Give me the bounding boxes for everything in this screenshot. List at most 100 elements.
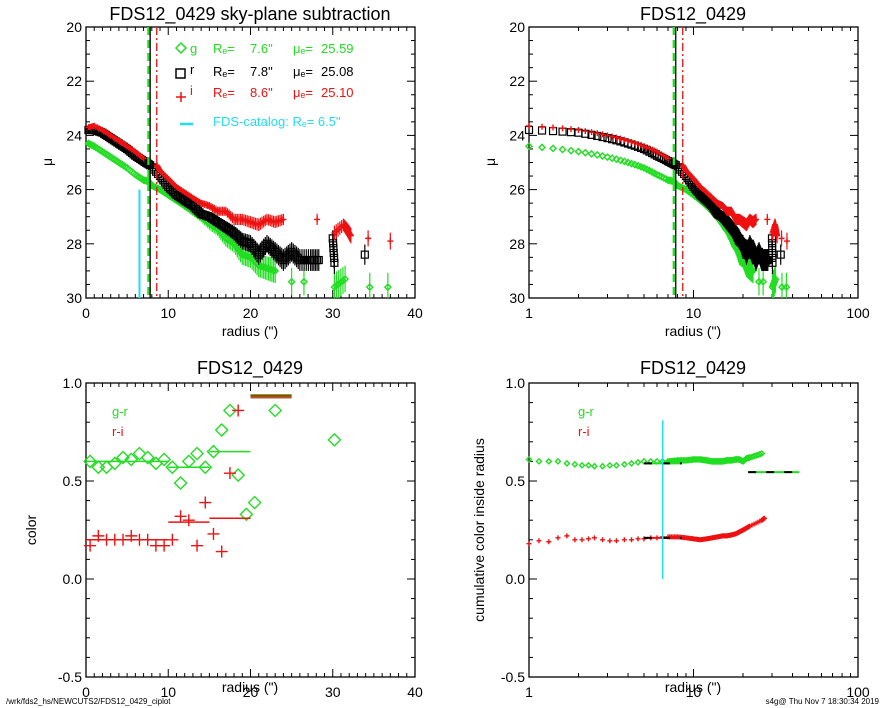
y-tick-label: 0.5 bbox=[63, 473, 83, 489]
data-point-r-i bbox=[536, 538, 542, 544]
panel-title-profile-linear: FDS12_0429 sky-plane subtraction bbox=[109, 4, 390, 25]
data-point-r bbox=[330, 258, 339, 267]
legend-profile-linear: g Rₑ= 7.6" μₑ= 25.59 r Rₑ= 7.8" μₑ= 25.0… bbox=[174, 41, 354, 129]
legend-color-profile-r-i: r-i bbox=[112, 424, 124, 439]
legend-mue-label-g: μₑ= bbox=[293, 41, 313, 56]
data-point-r bbox=[776, 250, 785, 259]
y-tick-label: -0.5 bbox=[58, 669, 82, 685]
data-point-g bbox=[645, 166, 654, 175]
data-point-g bbox=[754, 277, 763, 286]
data-point-r-i bbox=[635, 536, 641, 542]
data-point-g-r bbox=[91, 460, 106, 475]
data-point-g-r bbox=[756, 450, 764, 458]
data-point-i bbox=[778, 235, 785, 242]
data-point-i bbox=[617, 135, 624, 142]
legend-band-i: i bbox=[190, 83, 193, 98]
data-point-r-i bbox=[166, 533, 179, 546]
legend-mue-g: 25.59 bbox=[321, 41, 354, 56]
data-point-r-i bbox=[223, 467, 236, 480]
y-axis-label-profile-linear: μ bbox=[39, 158, 55, 166]
data-point-g-r bbox=[214, 423, 229, 438]
data-point-g bbox=[624, 158, 633, 167]
data-point-i bbox=[665, 155, 672, 162]
panel-title-profile-log: FDS12_0429 bbox=[640, 4, 746, 25]
data-point-r-i bbox=[591, 535, 597, 541]
data-point-i bbox=[280, 216, 287, 223]
data-point-r-i bbox=[564, 533, 570, 539]
data-point-i bbox=[753, 216, 760, 223]
data-point-g-r bbox=[585, 461, 592, 469]
y-tick-label: 28 bbox=[66, 236, 82, 252]
y-tick-label: 24 bbox=[66, 127, 82, 143]
x-axis-label-cumulative-color: radius (") bbox=[665, 679, 721, 695]
y-axis-label-color-profile: color bbox=[23, 514, 39, 545]
plot-frame bbox=[528, 26, 859, 299]
data-point-i bbox=[347, 232, 354, 239]
data-point-r-i bbox=[607, 538, 613, 544]
footer-timestamp: s4g@ Thu Nov 7 18:30:34 2019 bbox=[766, 697, 880, 706]
data-point-g-r bbox=[620, 460, 628, 468]
data-point-i bbox=[539, 123, 546, 130]
data-point-r-i bbox=[629, 537, 635, 543]
data-point-g bbox=[650, 169, 659, 178]
data-point-g-r bbox=[599, 462, 607, 470]
data-point-i bbox=[635, 141, 642, 148]
data-point-g bbox=[639, 163, 648, 172]
data-point-g-r bbox=[640, 457, 648, 465]
data-color-profile bbox=[83, 394, 342, 558]
data-point-g bbox=[365, 283, 374, 292]
y-tick-label: 1.0 bbox=[506, 375, 526, 391]
y-tick-label: 28 bbox=[509, 236, 525, 252]
data-point-i bbox=[594, 130, 601, 137]
data-cumulative-color bbox=[525, 420, 800, 579]
data-point-g bbox=[782, 283, 791, 292]
data-point-g-r bbox=[327, 432, 342, 447]
legend-mue-label-r: μₑ= bbox=[293, 64, 313, 79]
axes-cumulative-color: 1 10 100 -0.5 0.0 0.5 1.0 bbox=[501, 375, 870, 700]
data-point-g-r bbox=[247, 495, 262, 510]
data-point-i bbox=[387, 238, 394, 245]
y-axis-label-profile-log: μ bbox=[482, 158, 498, 166]
y-tick-label: 22 bbox=[66, 73, 82, 89]
legend-catalog: FDS-catalog: Rₑ= 6.5" bbox=[213, 114, 341, 129]
x-tick-label: 10 bbox=[686, 305, 702, 321]
data-point-g bbox=[648, 167, 657, 176]
legend-cumulative-g-r: g-r bbox=[578, 404, 595, 419]
data-point-i bbox=[631, 139, 638, 146]
data-point-r-i bbox=[158, 539, 171, 552]
data-point-r-i bbox=[555, 535, 561, 541]
data-point-g-r bbox=[99, 460, 114, 475]
legend-mue-label-i: μₑ= bbox=[293, 85, 313, 100]
data-point-i bbox=[609, 133, 616, 140]
data-point-i bbox=[599, 131, 606, 138]
data-point-i bbox=[567, 126, 574, 133]
legend-cumulative-r-i: r-i bbox=[578, 424, 590, 439]
data-point-g bbox=[574, 147, 583, 156]
data-point-r-i bbox=[84, 539, 97, 552]
legend-re-g: 7.6" bbox=[250, 41, 273, 56]
data-point-g-r bbox=[758, 450, 766, 458]
legend-marker-i-plus bbox=[176, 92, 186, 102]
legend-marker-g-diamond bbox=[174, 41, 188, 55]
legend-color-profile-g-r: g-r bbox=[112, 404, 129, 419]
y-tick-label: 24 bbox=[509, 127, 525, 143]
y-tick-label: 30 bbox=[66, 290, 82, 306]
x-tick-label: 40 bbox=[407, 305, 423, 321]
data-profile-linear bbox=[84, 27, 394, 298]
y-tick-label: 26 bbox=[509, 182, 525, 198]
data-point-r-i bbox=[174, 510, 187, 523]
data-point-g bbox=[616, 156, 625, 165]
data-point-g-r bbox=[634, 458, 642, 466]
data-point-i bbox=[314, 216, 321, 223]
data-point-g bbox=[587, 149, 596, 158]
data-point-r-i bbox=[215, 545, 228, 558]
data-point-i bbox=[604, 132, 611, 139]
data-point-r-i bbox=[191, 539, 204, 552]
data-point-g-r bbox=[535, 457, 543, 465]
x-tick-label: 10 bbox=[160, 684, 176, 700]
data-point-r bbox=[360, 250, 369, 259]
data-point-g bbox=[558, 145, 567, 154]
x-axis-label-color-profile: radius (") bbox=[222, 679, 278, 695]
data-point-g-r bbox=[107, 456, 122, 471]
data-point-i bbox=[613, 134, 620, 141]
